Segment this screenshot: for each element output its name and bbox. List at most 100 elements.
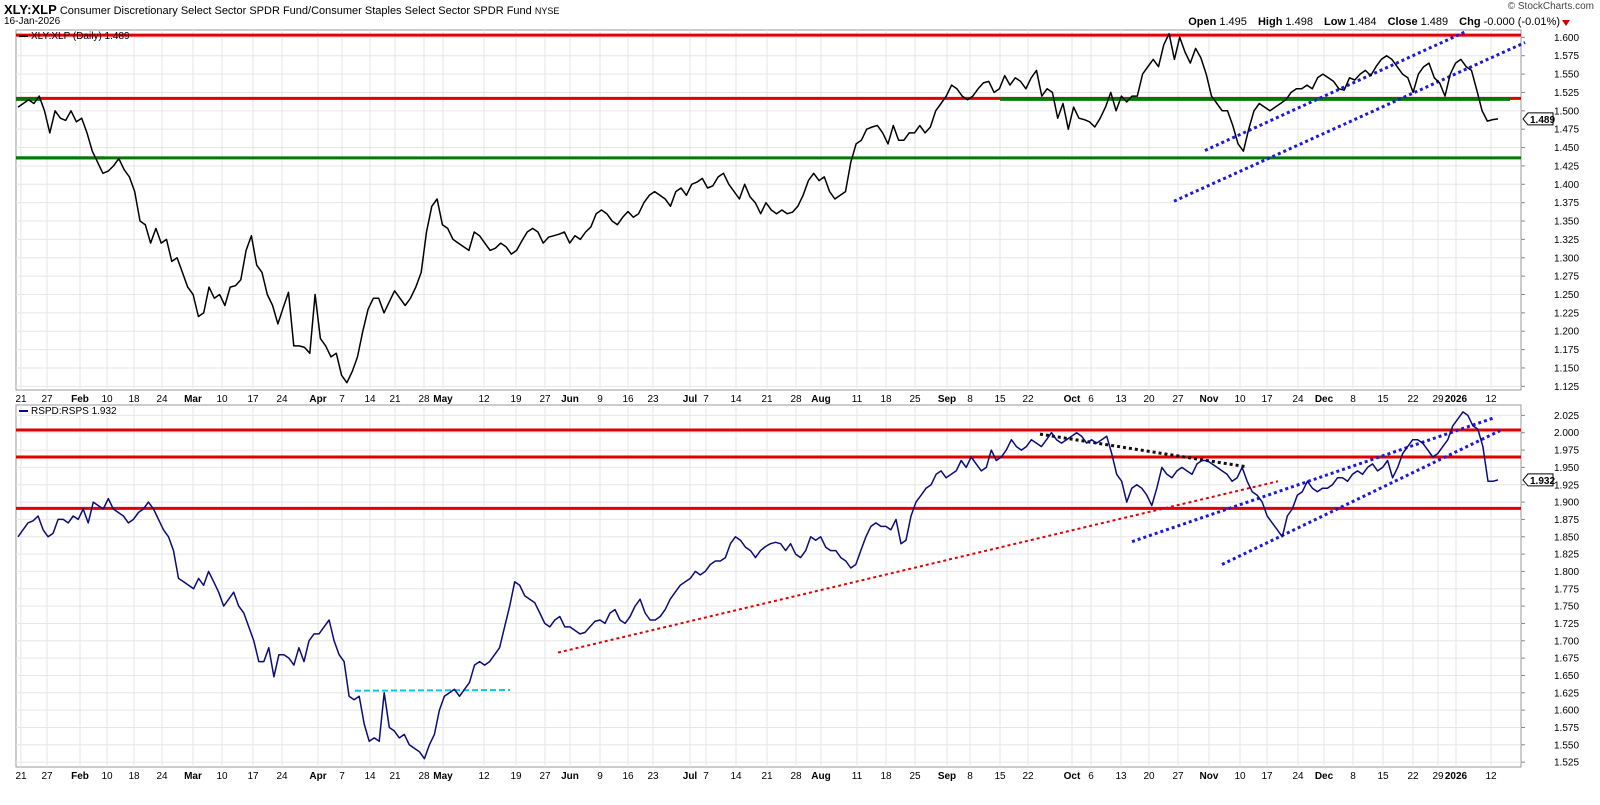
x-tick-label: 15 (1377, 771, 1389, 782)
x-tick-label: 22 (1407, 394, 1419, 405)
legend: XLY:XLP (Daily) 1.489 (19, 31, 130, 42)
x-tick-label: 12 (478, 771, 490, 782)
legend-text: XLY:XLP (Daily) 1.489 (31, 31, 130, 42)
y-tick-label: 1.550 (1554, 70, 1579, 81)
y-tick-label: 1.600 (1554, 33, 1579, 44)
legend-text: RSPD:RSPS 1.932 (31, 406, 117, 417)
chart-date: 16-Jan-2026 (4, 16, 61, 27)
x-tick-label: 12 (1485, 394, 1497, 405)
x-tick-label: 21 (15, 771, 27, 782)
x-tick-label: 9 (597, 771, 603, 782)
y-tick-label: 1.375 (1554, 198, 1579, 209)
x-tick-label: 10 (1234, 771, 1246, 782)
blue-channel-lower (1173, 41, 1526, 203)
x-tick-label: 27 (1172, 771, 1184, 782)
x-tick-label: 11 (852, 771, 863, 782)
low-value: 1.484 (1349, 16, 1377, 28)
y-tick-label: 2.025 (1554, 411, 1579, 422)
y-tick-label: 1.925 (1554, 480, 1579, 491)
x-tick-label: 18 (128, 771, 140, 782)
y-tick-label: 1.275 (1554, 272, 1579, 283)
x-tick-label: Mar (184, 771, 202, 782)
ticker-symbol: XLY:XLP (4, 2, 57, 17)
x-tick-label: 8 (967, 771, 973, 782)
x-tick-label: 28 (790, 771, 802, 782)
y-tick-label: 1.325 (1554, 235, 1579, 246)
x-tick-label: 22 (1022, 771, 1034, 782)
x-tick-label: Mar (184, 394, 202, 405)
x-tick-label: 24 (276, 394, 288, 405)
y-tick-label: 1.575 (1554, 51, 1579, 62)
y-tick-label: 1.175 (1554, 345, 1579, 356)
x-tick-label: Nov (1200, 394, 1219, 405)
x-tick-label: 7 (703, 394, 709, 405)
exchange-label: NYSE (534, 6, 560, 16)
x-tick-label: Dec (1315, 771, 1334, 782)
series-line (17, 411, 1499, 760)
x-tick-label: 2026 (1445, 771, 1468, 782)
x-tick-label: 21 (761, 771, 773, 782)
x-tick-label: 27 (41, 771, 53, 782)
low-label: Low (1324, 16, 1347, 28)
y-tick-label: 1.350 (1554, 217, 1579, 228)
x-tick-label: 14 (364, 394, 376, 405)
x-tick-label: 18 (880, 771, 892, 782)
y-tick-label: 1.425 (1554, 161, 1579, 172)
x-tick-label: 10 (101, 771, 113, 782)
x-tick-label: Dec (1315, 394, 1334, 405)
close-label: Close (1387, 16, 1418, 28)
chg-label: Chg (1459, 16, 1481, 28)
x-tick-label: 18 (128, 394, 140, 405)
x-tick-label: 8 (1350, 771, 1356, 782)
y-tick-label: 1.150 (1554, 363, 1579, 374)
y-tick-label: 1.400 (1554, 180, 1579, 191)
x-tick-label: 21 (389, 771, 401, 782)
x-tick-label: 29 (1432, 771, 1444, 782)
credit-link[interactable]: © StockCharts.com (1507, 1, 1594, 12)
down-arrow-icon (1562, 20, 1570, 26)
x-tick-label: 14 (730, 771, 742, 782)
x-tick-label: 11 (852, 394, 863, 405)
x-tick-label: 12 (478, 394, 490, 405)
y-tick-label: 1.725 (1554, 619, 1579, 630)
x-tick-label: 8 (967, 394, 973, 405)
y-tick-label: 1.200 (1554, 327, 1579, 338)
x-tick-label: 24 (156, 394, 168, 405)
x-tick-label: Nov (1200, 771, 1219, 782)
x-tick-label: 21 (761, 394, 773, 405)
series-line (17, 32, 1499, 384)
y-tick-label: 1.225 (1554, 308, 1579, 319)
x-tick-label: 2026 (1445, 394, 1468, 405)
x-tick-label: Feb (71, 394, 89, 405)
x-tick-label: Aug (811, 394, 830, 405)
y-tick-label: 1.975 (1554, 446, 1579, 457)
x-tick-label: 24 (276, 771, 288, 782)
high-label: High (1257, 16, 1283, 28)
panel-1: 1.125 1.150 1.175 1.200 1.225 1.250 1.275 1.300… (15, 29, 1579, 405)
x-tick-label: 15 (994, 394, 1006, 405)
x-tick-label: 16 (622, 771, 634, 782)
y-tick-label: 1.250 (1554, 290, 1579, 301)
x-tick-label: 28 (418, 394, 430, 405)
x-tick-label: 7 (703, 771, 709, 782)
x-tick-label: 14 (364, 771, 376, 782)
chart-title: XLY:XLP Consumer Discretionary Select Se… (4, 2, 559, 17)
ohlc-summary: Open 1.495 High 1.498 Low 1.484 Close 1.489 … (1180, 16, 1560, 28)
x-tick-label: 12 (1485, 771, 1497, 782)
x-tick-label: 13 (1115, 394, 1127, 405)
x-tick-label: 17 (247, 394, 259, 405)
y-tick-label: 1.500 (1554, 106, 1579, 117)
x-tick-label: 15 (1377, 394, 1389, 405)
y-tick-label: 1.600 (1554, 706, 1579, 717)
x-tick-label: 19 (510, 394, 522, 405)
last-value-badge: 1.932 (1522, 473, 1555, 487)
x-tick-label: Jun (561, 394, 579, 405)
y-tick-label: 1.850 (1554, 532, 1579, 543)
y-tick-label: 1.125 (1554, 382, 1579, 393)
x-tick-label: 10 (216, 394, 228, 405)
x-tick-label: 10 (1234, 394, 1246, 405)
x-tick-label: May (433, 394, 453, 405)
x-tick-label: 20 (1143, 771, 1155, 782)
